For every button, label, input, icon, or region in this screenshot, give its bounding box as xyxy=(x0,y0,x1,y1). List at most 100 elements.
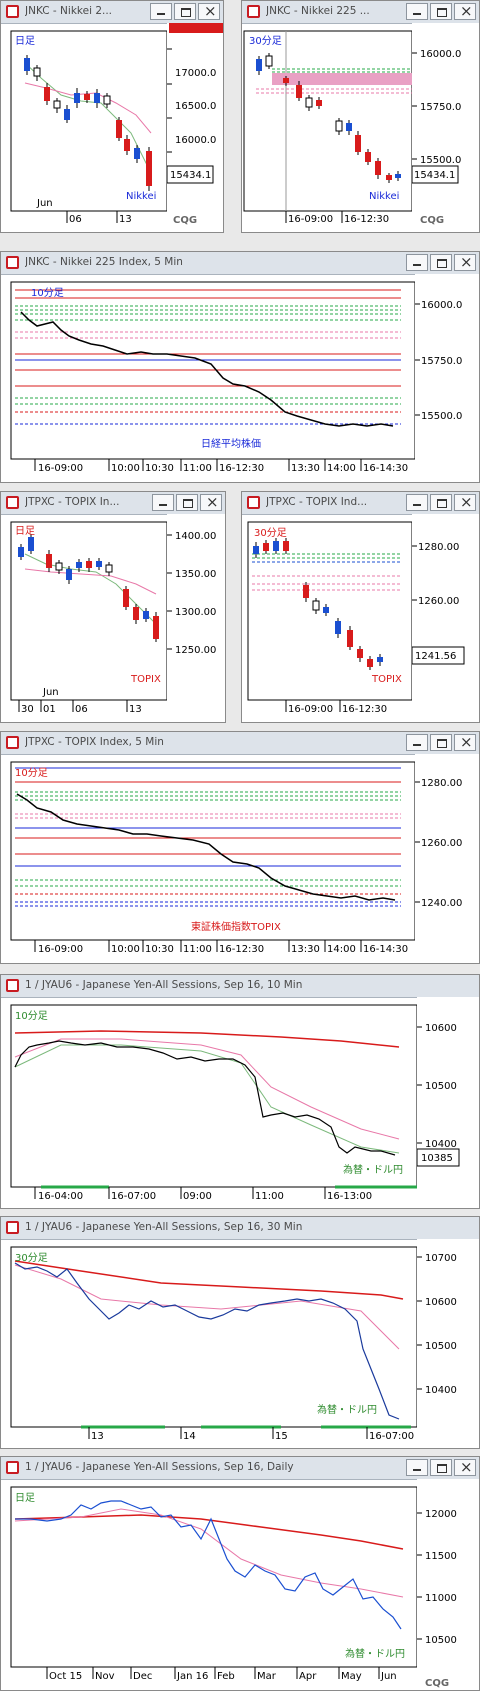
cqg-app-icon xyxy=(6,736,19,749)
price-axis-label: 11500 xyxy=(425,1551,457,1562)
cqg-app-icon xyxy=(6,5,19,18)
ma-slow-line xyxy=(14,1038,400,1140)
price-axis-label: 1280.00 xyxy=(421,778,462,789)
level-lines xyxy=(15,767,401,907)
price-series xyxy=(16,793,396,901)
window-titlebar[interactable]: JTPXC - TOPIX Index, 5 Min xyxy=(1,732,479,755)
price-chart[interactable]: 30分足 10700 10600 10500 10400 為替・ドル円 13 1… xyxy=(1,1239,480,1449)
price-chart[interactable]: 日足 12000 11500 11000 10500 為替・ドル円 Oct 15… xyxy=(1,1479,480,1691)
chart-window-topix-30min[interactable]: JTPXC - TOPIX Ind... xyxy=(241,491,480,723)
x-axis-label: Jan 16 xyxy=(176,1671,208,1682)
close-button[interactable] xyxy=(454,2,476,20)
ma-long-line xyxy=(14,1260,404,1300)
close-button[interactable] xyxy=(200,493,222,511)
x-axis-label: 13 xyxy=(91,1431,104,1442)
maximize-button[interactable] xyxy=(176,494,198,511)
maximize-button[interactable] xyxy=(430,494,452,511)
x-axis-label: 16-12:30 xyxy=(344,214,389,225)
candles xyxy=(256,53,401,183)
minimize-button[interactable] xyxy=(152,494,174,511)
cqg-app-icon xyxy=(6,979,19,992)
x-axis-label: 13:30 xyxy=(291,463,320,474)
last-price-label: 15434.1 xyxy=(414,170,455,181)
chart-window-nikkei-daily[interactable]: JNKC - Nikkei 2... xyxy=(0,0,224,233)
price-axis-label: 17000.0 xyxy=(175,68,216,79)
x-axis-label: Feb xyxy=(217,1671,235,1682)
chart-window-nikkei-5min[interactable]: JNKC - Nikkei 225 Index, 5 Min xyxy=(0,251,480,483)
timeframe-label: 30分足 xyxy=(249,35,282,47)
candle xyxy=(347,630,353,647)
timeframe-label: 日足 xyxy=(15,1492,35,1504)
price-chart[interactable]: 10分足 16000.0 15750.0 15500.0 日経平均株価 16-0… xyxy=(1,274,480,483)
x-axis-label: 16-04:00 xyxy=(38,1191,83,1202)
cqg-app-icon xyxy=(6,496,19,509)
price-axis-label: 11000 xyxy=(425,1593,457,1604)
minimize-button[interactable] xyxy=(406,734,428,751)
chart-window-yen-10min[interactable]: 1 / JYAU6 - Japanese Yen-All Sessions, S… xyxy=(0,974,480,1209)
maximize-button[interactable] xyxy=(430,734,452,751)
window-titlebar[interactable]: JNKC - Nikkei 2... xyxy=(1,1,223,24)
last-price-box xyxy=(416,1148,460,1167)
candle xyxy=(18,547,24,557)
candle xyxy=(377,657,383,662)
window-titlebar[interactable]: 1 / JYAU6 - Japanese Yen-All Sessions, S… xyxy=(1,975,479,998)
minimize-button[interactable] xyxy=(406,1459,428,1476)
price-chart[interactable]: 10分足 1280.00 1260.00 1240.00 東証株価指数TOPIX… xyxy=(1,754,480,964)
close-button[interactable] xyxy=(454,1458,476,1476)
close-button[interactable] xyxy=(454,253,476,271)
chart-window-nikkei-30min[interactable]: JNKC - Nikkei 225 ... xyxy=(241,0,480,233)
price-chart[interactable]: 30分足 16000.0 15750.0 15500.0 15434.1 Nik… xyxy=(242,23,480,233)
close-button[interactable] xyxy=(198,2,220,20)
minimize-button[interactable] xyxy=(406,254,428,271)
candles xyxy=(253,538,383,670)
minimize-button[interactable] xyxy=(406,494,428,511)
source-label: 日経平均株価 xyxy=(201,437,261,450)
ma-slow-line xyxy=(24,568,157,595)
price-axis-label: 15500.0 xyxy=(421,411,462,422)
chart-window-yen-daily[interactable]: 1 / JYAU6 - Japanese Yen-All Sessions, S… xyxy=(0,1456,480,1691)
maximize-button[interactable] xyxy=(430,3,452,20)
price-chart[interactable]: 日足 17000.0 16500.0 16000.0 15434.1 Nikke… xyxy=(1,23,224,233)
price-axis-label: 1280.00 xyxy=(418,542,459,553)
window-titlebar[interactable]: JTPXC - TOPIX Ind... xyxy=(242,492,479,515)
level-lines xyxy=(252,553,402,591)
candle xyxy=(116,120,122,138)
minimize-button[interactable] xyxy=(406,3,428,20)
chart-window-topix-daily[interactable]: JTPXC - TOPIX In... xyxy=(0,491,226,723)
close-button[interactable] xyxy=(454,733,476,751)
window-titlebar[interactable]: 1 / JYAU6 - Japanese Yen-All Sessions, S… xyxy=(1,1217,479,1240)
ma-long-line xyxy=(14,1514,404,1550)
candle xyxy=(123,589,129,607)
window-title: JTPXC - TOPIX In... xyxy=(25,496,120,508)
maximize-button[interactable] xyxy=(174,3,196,20)
x-axis-label: 09:00 xyxy=(183,1191,212,1202)
level-lines xyxy=(15,289,401,425)
window-titlebar[interactable]: JNKC - Nikkei 225 Index, 5 Min xyxy=(1,252,479,275)
price-axis-label: 15750.0 xyxy=(420,102,461,113)
chart-window-yen-30min[interactable]: 1 / JYAU6 - Japanese Yen-All Sessions, S… xyxy=(0,1216,480,1449)
candle xyxy=(335,120,343,132)
source-label: Nikkei xyxy=(126,191,156,202)
x-axis-label: Oct 15 xyxy=(49,1671,82,1682)
source-label: 為替・ドル円 xyxy=(317,1403,377,1416)
window-titlebar[interactable]: 1 / JYAU6 - Japanese Yen-All Sessions, S… xyxy=(1,1457,479,1480)
x-axis-label: May xyxy=(341,1671,362,1682)
candles xyxy=(18,534,159,642)
chart-window-topix-5min[interactable]: JTPXC - TOPIX Index, 5 Min xyxy=(0,731,480,964)
x-axis-label: 06 xyxy=(75,704,88,715)
price-axis-label: 1260.00 xyxy=(418,596,459,607)
candles xyxy=(24,55,152,191)
x-axis-label: 16-09:00 xyxy=(38,944,83,955)
price-axis-label: 16000.0 xyxy=(175,135,216,146)
maximize-button[interactable] xyxy=(430,254,452,271)
maximize-button[interactable] xyxy=(430,1459,452,1476)
window-titlebar[interactable]: JNKC - Nikkei 225 ... xyxy=(242,1,479,24)
price-chart[interactable]: 10分足 10600 10500 10400 10385 為替・ドル円 16-0… xyxy=(1,997,480,1209)
price-axis-label: 1250.00 xyxy=(175,645,216,656)
price-chart[interactable]: 日足 1400.00 1350.00 1300.00 1250.00 TOPIX… xyxy=(1,514,226,723)
window-titlebar[interactable]: JTPXC - TOPIX In... xyxy=(1,492,225,515)
timeframe-label: 日足 xyxy=(15,525,35,537)
minimize-button[interactable] xyxy=(150,3,172,20)
price-chart[interactable]: 30分足 1280.00 1260.00 1241.56 TOPIX 16-09… xyxy=(242,514,480,723)
close-button[interactable] xyxy=(454,493,476,511)
